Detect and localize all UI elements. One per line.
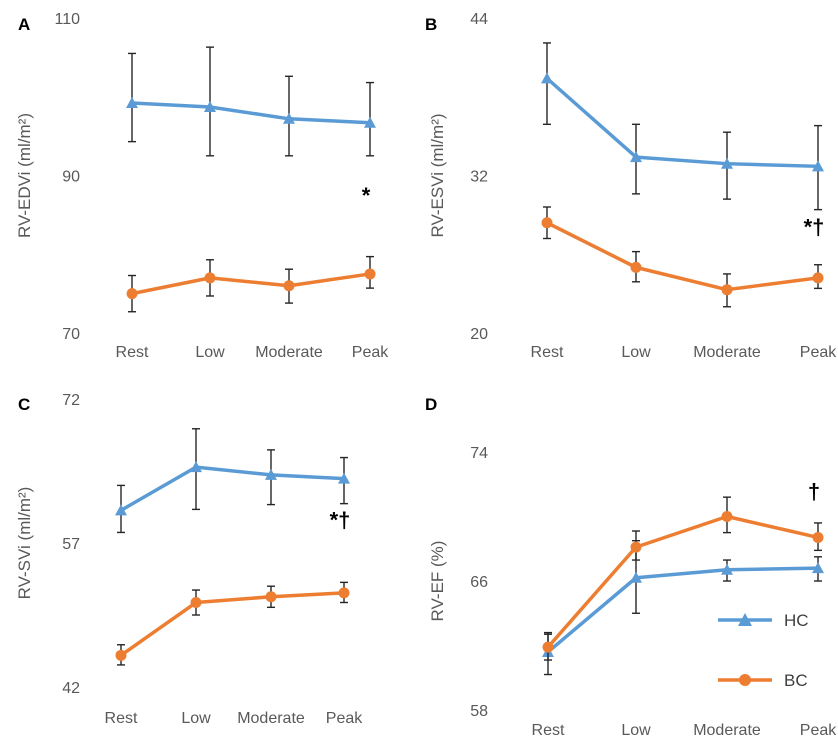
x-tick-label: Peak	[326, 710, 363, 727]
significance-annotation: *†	[330, 508, 351, 533]
y-tick-label: 32	[470, 169, 488, 186]
data-point-triangle	[283, 112, 295, 124]
significance-annotation: †	[808, 479, 820, 504]
x-tick-label: Rest	[532, 722, 565, 739]
series-hc	[541, 42, 824, 211]
legend-marker-triangle	[738, 613, 752, 626]
data-point-triangle	[541, 72, 553, 84]
x-tick-label: Moderate	[255, 344, 323, 361]
data-point-circle	[364, 268, 376, 280]
data-point-circle	[283, 280, 295, 292]
y-tick-label: 20	[470, 326, 488, 343]
x-tick-label: Low	[195, 344, 225, 361]
data-point-circle	[204, 272, 216, 284]
x-tick-label: Rest	[531, 344, 564, 361]
y-tick-label: 72	[62, 392, 80, 409]
x-tick-label: Rest	[105, 710, 138, 727]
series-line	[131, 101, 371, 125]
y-tick-label: 74	[470, 445, 488, 462]
x-tick-label: Peak	[352, 344, 389, 361]
data-point-triangle	[265, 468, 277, 480]
y-axis-label: RV-SVi (ml/m²)	[15, 487, 34, 600]
series-line	[131, 272, 371, 296]
y-tick-label: 44	[470, 11, 488, 28]
x-tick-label: Moderate	[693, 344, 761, 361]
data-point-triangle	[204, 100, 216, 112]
y-axis-label: RV-EF (%)	[428, 541, 447, 622]
x-tick-label: Moderate	[693, 722, 761, 739]
legend-entry-hc: HC	[718, 611, 809, 630]
legend-label: BC	[784, 671, 808, 690]
data-point-circle	[338, 587, 350, 599]
data-point-triangle	[812, 562, 824, 574]
x-tick-label: Low	[621, 344, 651, 361]
panel-label: A	[18, 15, 30, 34]
series-line	[119, 591, 345, 657]
significance-annotation: *	[362, 183, 371, 208]
series-line	[546, 221, 819, 292]
series-bc	[126, 255, 376, 313]
y-tick-label: 66	[470, 574, 488, 591]
panel-label: B	[425, 15, 437, 34]
data-point-circle	[115, 649, 127, 661]
series-bc	[542, 496, 824, 661]
chart-panel-c: C 42 57 72 RV-SVi (ml/m²) Rest Low Moderate Peak…	[15, 392, 363, 727]
series-line	[120, 465, 345, 512]
y-tick-label: 70	[62, 326, 80, 343]
legend: HC BC	[718, 611, 809, 690]
data-point-circle	[630, 541, 642, 553]
y-tick-label: 42	[62, 680, 80, 697]
data-point-circle	[630, 261, 642, 273]
data-point-triangle	[721, 157, 733, 169]
data-point-circle	[812, 531, 824, 543]
significance-annotation: *†	[804, 215, 825, 240]
chart-panel-d: D 58 66 74 RV-EF (%) Rest Low Moderate Peak †	[425, 395, 837, 739]
series-hc	[126, 46, 376, 157]
chart-panel-b: B 20 32 44 RV-ESVi (ml/m²) Rest Low Moderate Pea…	[425, 11, 837, 361]
panel-label: D	[425, 395, 437, 414]
series-bc	[115, 581, 350, 666]
data-point-triangle	[812, 160, 824, 172]
legend-label: HC	[784, 611, 809, 630]
data-point-circle	[126, 288, 138, 300]
x-tick-label: Low	[181, 710, 211, 727]
legend-entry-bc: BC	[718, 671, 808, 690]
y-tick-label: 58	[470, 703, 488, 720]
series-line	[546, 514, 819, 649]
x-tick-label: Peak	[800, 344, 837, 361]
x-tick-label: Peak	[800, 722, 837, 739]
data-point-circle	[812, 272, 824, 284]
data-point-triangle	[721, 563, 733, 575]
data-point-circle	[190, 597, 202, 609]
x-tick-label: Rest	[116, 344, 149, 361]
data-point-triangle	[338, 472, 350, 484]
chart-panel-a: A 70 90 110 RV-EDVi (ml/m²) Rest Low Moderate Pe…	[15, 11, 389, 361]
data-point-circle	[541, 217, 553, 229]
x-tick-label: Moderate	[237, 710, 305, 727]
y-axis-label: RV-ESVi (ml/m²)	[428, 113, 447, 237]
data-point-triangle	[364, 116, 376, 128]
data-point-triangle	[630, 151, 642, 163]
legend-marker-circle	[739, 674, 751, 686]
data-point-circle	[721, 511, 733, 522]
data-point-circle	[542, 641, 554, 653]
series-line	[546, 566, 819, 654]
y-tick-label: 57	[62, 536, 80, 553]
data-point-triangle	[630, 571, 642, 583]
y-tick-label: 90	[62, 169, 80, 186]
data-point-circle	[265, 591, 277, 603]
series-bc	[541, 206, 824, 308]
panel-label: C	[18, 395, 30, 414]
data-point-triangle	[126, 97, 138, 109]
series-hc	[115, 428, 350, 534]
data-point-triangle	[115, 504, 127, 516]
data-point-triangle	[190, 461, 202, 473]
data-point-circle	[721, 284, 733, 296]
y-tick-label: 110	[54, 11, 80, 28]
series-line	[545, 77, 819, 169]
x-tick-label: Low	[621, 722, 651, 739]
y-axis-label: RV-EDVi (ml/m²)	[15, 113, 34, 238]
